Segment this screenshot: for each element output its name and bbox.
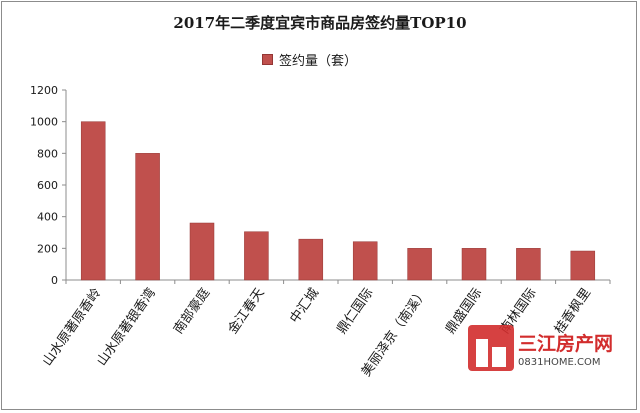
y-tick-label: 800 [37,147,58,160]
bar [244,231,269,281]
bar [516,248,541,281]
x-category-label: 金江春天 [225,285,268,337]
y-tick-label: 600 [37,179,58,192]
y-tick-label: 400 [37,211,58,224]
bar [189,222,215,281]
bar [298,238,324,281]
bar [352,241,378,281]
y-tick-label: 0 [51,274,58,287]
watermark-name: 三江房产网 [518,333,614,355]
legend: 签约量（套） [262,50,357,69]
chart-title: 2017年二季度宜宾市商品房签约量TOP10 [173,14,467,32]
watermark: 三江房产网 0831HOME.COM [468,325,613,381]
x-category-label: 南部豪庭 [170,285,213,337]
x-category-label: 鼎仁国际 [334,286,376,337]
bar [407,248,432,281]
legend-label: 签约量（套） [279,54,358,69]
legend-swatch [262,54,273,65]
y-tick-label: 200 [37,242,58,255]
bar [135,153,160,281]
bar [80,121,106,281]
x-category-label: 山水原著银香湾 [94,285,159,369]
x-category-label: 中汇城 [287,286,322,327]
y-tick-label: 1000 [30,116,58,129]
building-logo-icon [468,325,514,371]
y-tick-label: 1200 [30,84,58,97]
x-category-label: 山水原著原香岭 [40,286,104,369]
bar [570,250,596,281]
bar [461,248,487,281]
watermark-url: 0831HOME.COM [518,357,601,368]
